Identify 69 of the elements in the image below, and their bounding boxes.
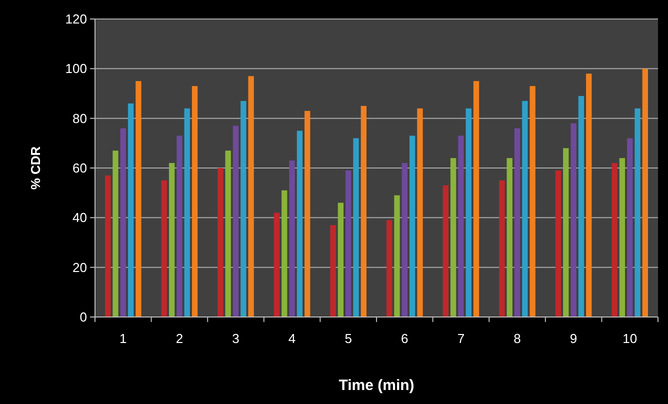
bar <box>634 108 640 317</box>
x-axis-title: Time (min) <box>338 377 414 394</box>
bar <box>274 212 280 317</box>
bar <box>555 170 562 317</box>
x-tick-label: 7 <box>457 331 465 346</box>
bar <box>330 225 336 317</box>
bar <box>128 103 134 317</box>
bar <box>386 220 392 317</box>
x-tick-label: 10 <box>622 331 638 346</box>
bar <box>514 128 520 317</box>
bar <box>105 175 111 317</box>
x-tick-label: 9 <box>570 331 578 346</box>
bar <box>304 110 310 317</box>
bar <box>184 108 190 317</box>
x-tick-label: 6 <box>401 331 408 346</box>
y-tick-label: 100 <box>65 61 87 76</box>
bar <box>473 81 480 317</box>
y-axis-title: % CDR <box>28 146 43 190</box>
bar <box>570 123 576 317</box>
y-tick-label: 120 <box>65 12 87 27</box>
bar <box>232 126 239 317</box>
bar <box>289 160 295 317</box>
bar <box>176 136 182 317</box>
bar <box>296 130 303 317</box>
bar <box>248 76 254 317</box>
bar <box>402 163 408 317</box>
bar <box>409 136 416 317</box>
bar <box>282 190 288 317</box>
bar <box>642 68 648 317</box>
x-tick-label: 1 <box>120 331 127 346</box>
x-tick-label: 5 <box>344 331 352 346</box>
bar <box>161 180 167 317</box>
bar <box>612 163 618 317</box>
bar <box>563 148 569 317</box>
y-tick-label: 0 <box>80 310 87 325</box>
x-tick-label: 8 <box>514 331 521 346</box>
bar <box>586 74 592 317</box>
bar <box>360 106 366 317</box>
bar <box>627 138 633 317</box>
bar <box>168 163 175 317</box>
bar <box>578 96 584 317</box>
y-tick-label: 40 <box>72 210 87 226</box>
x-tick-label: 3 <box>232 331 240 346</box>
bar <box>120 128 126 317</box>
y-tick-label: 20 <box>72 260 87 275</box>
bar <box>442 185 448 317</box>
bar <box>240 100 246 317</box>
bar <box>338 202 344 317</box>
bar <box>619 158 626 317</box>
bar <box>192 86 198 317</box>
bar <box>394 195 400 317</box>
bar <box>530 86 536 317</box>
x-tick-label: 4 <box>288 331 296 346</box>
bar <box>458 136 464 317</box>
bar <box>417 108 423 317</box>
bar <box>522 100 528 317</box>
x-tick-label: 2 <box>176 331 184 346</box>
bar <box>218 168 224 317</box>
y-tick-label: 80 <box>72 110 87 126</box>
bar <box>466 108 472 317</box>
bar <box>353 138 359 317</box>
bar <box>450 158 456 317</box>
bar <box>506 158 512 317</box>
bar <box>346 170 352 317</box>
bar <box>136 81 142 317</box>
y-tick-label: 60 <box>72 160 87 176</box>
bar <box>112 150 118 317</box>
bar <box>499 180 505 317</box>
bar <box>225 150 231 317</box>
